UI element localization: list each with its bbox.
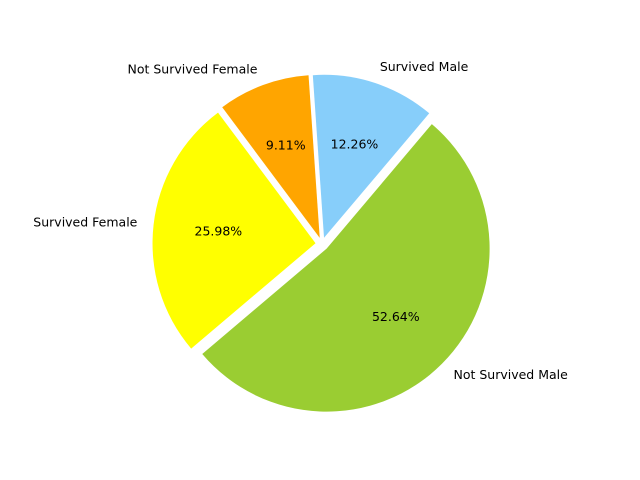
pie-slice-not-survived-male — [202, 124, 490, 412]
pie-slice-survived-male — [312, 74, 430, 238]
pie-category-label-not-survived-male: Not Survived Male — [453, 367, 568, 382]
pie-slice-survived-female — [152, 112, 316, 349]
pie-labels: 12.26% Survived Male 9.11% Not Survived Fem… — [33, 59, 568, 382]
pie-percent-label-not-survived-female: 9.11% — [266, 138, 306, 153]
pie-slice-not-survived-female — [222, 75, 320, 238]
pie-category-label-survived-female: Survived Female — [33, 214, 137, 229]
pie-category-label-not-survived-female: Not Survived Female — [127, 61, 257, 76]
pie-percent-label-survived-male: 12.26% — [331, 136, 379, 151]
pie-slices — [152, 74, 490, 412]
pie-percent-label-survived-female: 25.98% — [195, 224, 243, 239]
pie-category-label-survived-male: Survived Male — [380, 59, 469, 74]
pie-percent-label-not-survived-male: 52.64% — [372, 309, 420, 324]
